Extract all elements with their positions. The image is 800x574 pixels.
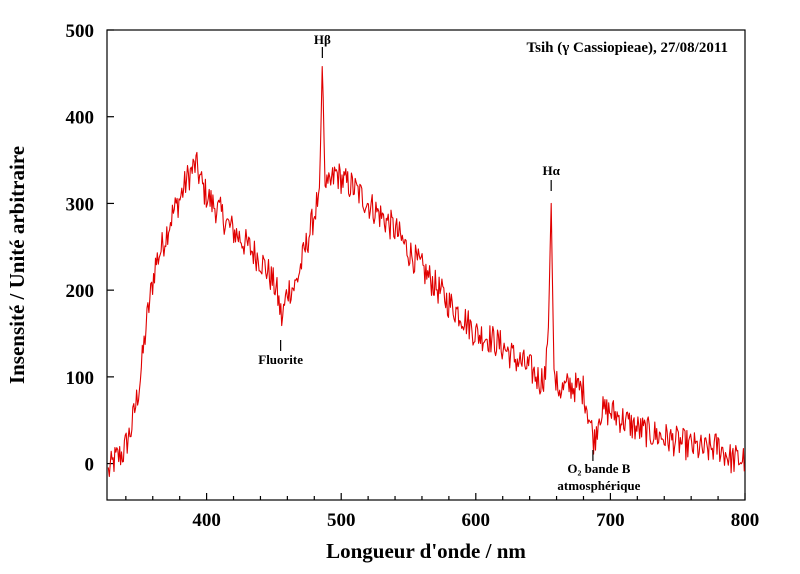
y-axis: 0 100 200 300 400 500 xyxy=(66,21,114,476)
x-axis-title: Longueur d'onde / nm xyxy=(326,539,526,563)
x-tick-label: 600 xyxy=(462,510,491,531)
x-tick-label: 700 xyxy=(596,510,625,531)
y-tick-label: 200 xyxy=(66,281,95,302)
spectrum-series-line xyxy=(107,66,745,478)
x-tick-label: 800 xyxy=(731,510,760,531)
o2-band-label: O₂ bande B xyxy=(567,461,630,476)
halpha-label: Hα xyxy=(542,163,560,178)
y-tick-label: 0 xyxy=(85,455,95,476)
fluorite-label: Fluorite xyxy=(258,352,303,367)
x-tick-label: 500 xyxy=(327,510,356,531)
y-tick-label: 500 xyxy=(66,21,95,42)
y-tick-label: 400 xyxy=(66,108,95,129)
hbeta-label: Hβ xyxy=(314,32,331,47)
plot-frame xyxy=(106,29,746,501)
x-axis: 400 500 600 700 800 xyxy=(125,493,760,531)
chart-title: Tsih (γ Cassiopieae), 27/08/2011 xyxy=(527,40,729,56)
x-tick-label: 400 xyxy=(192,510,221,531)
o2-band-label-line2: atmosphérique xyxy=(557,478,640,493)
y-tick-label: 100 xyxy=(66,368,95,389)
y-axis-title: Insensité / Unité arbitraire xyxy=(5,146,29,384)
annotations: Hβ Hα Fluorite O₂ bande B atmosphérique xyxy=(258,32,640,493)
y-tick-label: 300 xyxy=(66,194,95,215)
